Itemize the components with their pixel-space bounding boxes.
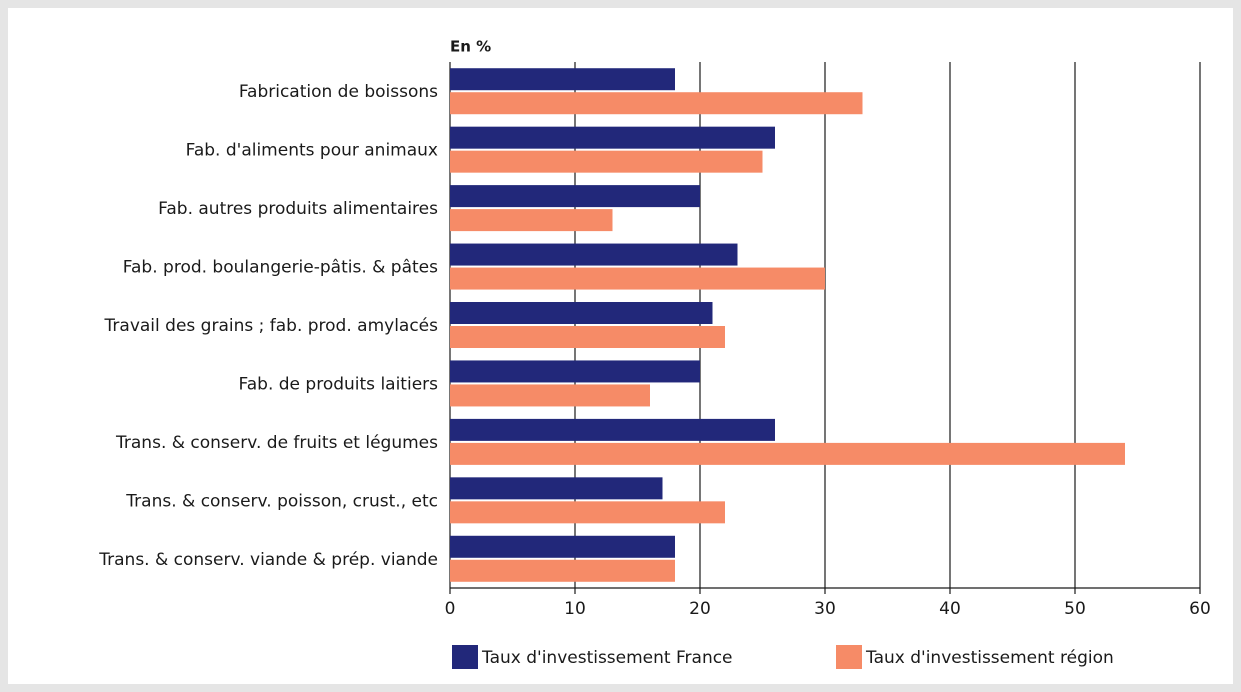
bar [450,92,863,115]
legend-label: Taux d'investissement France [481,648,733,668]
x-tick-label: 0 [445,599,456,619]
y-tick-label: Fab. d'aliments pour animaux [186,141,438,161]
x-tick-label: 50 [1064,599,1086,619]
y-tick-label: Trans. & conserv. poisson, crust., etc [125,491,438,511]
y-tick-label: Travail des grains ; fab. prod. amylacés [104,316,439,336]
bar [450,384,650,407]
bar [450,267,825,290]
y-tick-label: Fab. de produits laitiers [239,374,439,394]
bar [450,243,738,266]
bar [450,185,700,208]
bar [450,360,700,383]
legend-swatch [836,645,862,669]
x-tick-label: 20 [689,599,711,619]
bar [450,68,675,91]
bar [450,559,675,582]
x-tick-label: 60 [1189,599,1211,619]
bar [450,150,763,173]
y-tick-label: Trans. & conserv. viande & prép. viande [98,550,438,570]
x-tick-label: 40 [939,599,961,619]
bar [450,418,775,441]
legend-swatch [452,645,478,669]
bar [450,302,713,324]
axis-unit: En % [450,38,491,56]
bar [450,442,1125,465]
y-tick-label: Fab. autres produits alimentaires [158,199,438,219]
bar [450,209,613,232]
bar [450,535,675,558]
legend-label: Taux d'investissement région [865,648,1114,668]
x-tick-label: 10 [564,599,586,619]
y-tick-label: Fab. prod. boulangerie-pâtis. & pâtes [123,258,438,278]
bar [450,126,775,149]
x-tick-label: 30 [814,599,836,619]
bar [450,326,725,348]
y-tick-label: Fabrication de boissons [239,82,438,102]
bar [450,477,663,500]
bar [450,501,725,524]
y-tick-label: Trans. & conserv. de fruits et légumes [115,433,438,453]
